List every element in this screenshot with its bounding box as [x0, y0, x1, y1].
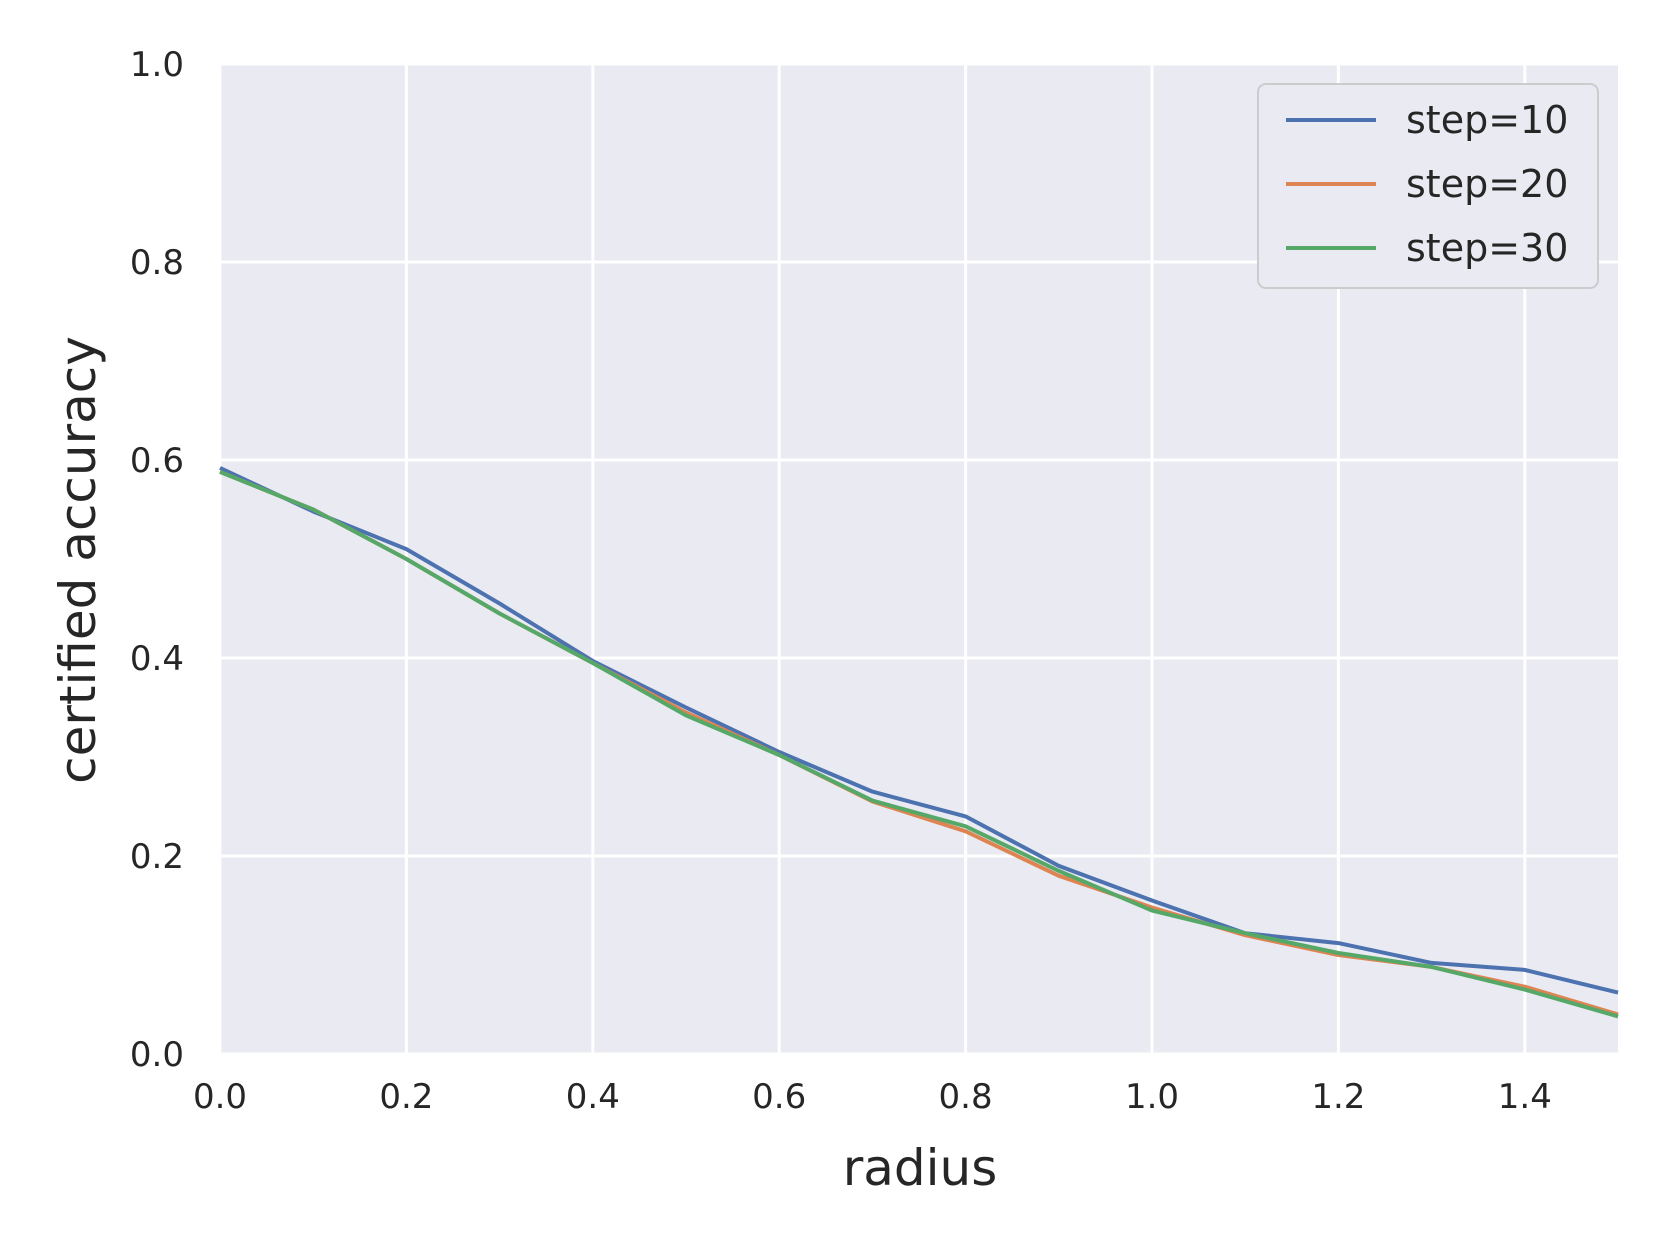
- legend-label: step=30: [1406, 226, 1568, 270]
- y-tick-label: 1.0: [130, 45, 184, 85]
- series-line-1: [219, 466, 1619, 995]
- y-axis-label: certified accuracy: [49, 336, 107, 784]
- x-tick-label: 0.8: [939, 1077, 993, 1117]
- x-axis-label: radius: [843, 1139, 998, 1197]
- y-tick-label: 0.0: [130, 1035, 184, 1075]
- y-tick-labels: 0.0 0.2 0.4 0.6 0.8 1.0: [130, 45, 184, 1075]
- x-tick-label: 0.6: [752, 1077, 806, 1117]
- series-lines: [219, 466, 1619, 1019]
- legend-box: [1257, 83, 1599, 289]
- legend: step=10 step=20 step=30: [1257, 83, 1599, 289]
- series-line-3: [219, 470, 1619, 1019]
- legend-label: step=10: [1406, 98, 1568, 142]
- x-tick-label: 1.0: [1125, 1077, 1179, 1117]
- x-tick-label: 0.0: [193, 1077, 247, 1117]
- y-tick-label: 0.8: [130, 243, 184, 283]
- x-tick-label: 1.2: [1311, 1077, 1365, 1117]
- x-tick-label: 0.4: [566, 1077, 620, 1117]
- y-tick-label: 0.6: [130, 441, 184, 481]
- x-tick-label: 1.4: [1498, 1077, 1552, 1117]
- x-tick-label: 0.2: [379, 1077, 433, 1117]
- legend-label: step=20: [1406, 162, 1568, 206]
- y-tick-label: 0.2: [130, 837, 184, 877]
- y-tick-label: 0.4: [130, 639, 184, 679]
- x-tick-labels: 0.0 0.2 0.4 0.6 0.8 1.0 1.2 1.4: [193, 1077, 1552, 1117]
